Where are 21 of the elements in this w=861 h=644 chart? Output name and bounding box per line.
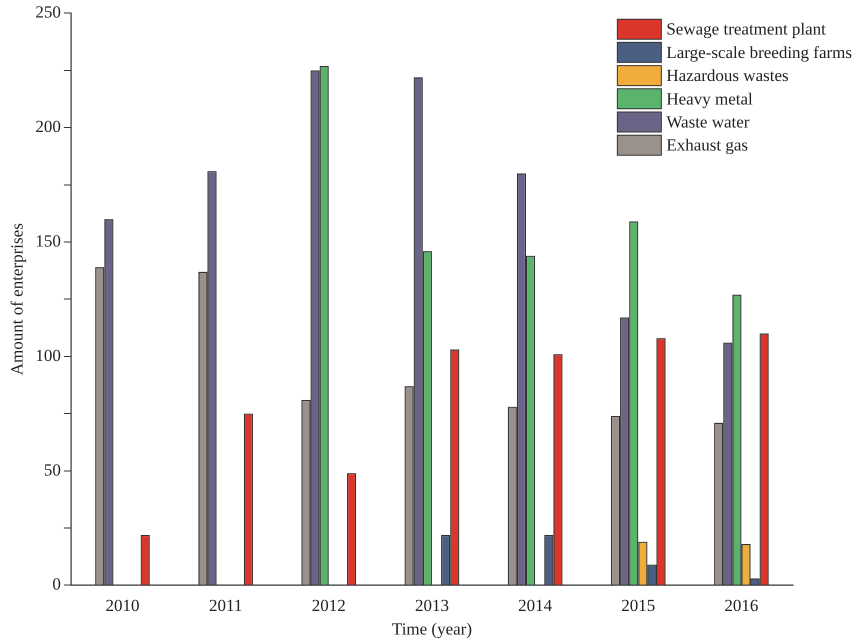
y-axis-title: Amount of enterprises [8, 223, 27, 376]
y-tick-label: 50 [44, 460, 61, 480]
x-tick-label: 2013 [414, 596, 449, 615]
legend-label: Sewage treatment plant [666, 20, 826, 39]
y-tick-label: 100 [35, 346, 61, 365]
legend-label: Hazardous wastes [666, 66, 789, 86]
x-tick-label: 2016 [724, 596, 758, 615]
y-tick-label: 200 [35, 117, 61, 136]
x-tick-label: 2011 [208, 596, 242, 615]
y-tick-label: 0 [52, 574, 61, 594]
legend-label: Heavy metal [666, 89, 754, 108]
legend-label: Waste water [666, 112, 750, 132]
x-tick-label: 2012 [312, 596, 346, 615]
x-tick-label: 2014 [518, 596, 553, 615]
legend-label: Large-scale breeding farms [666, 42, 852, 62]
x-tick-label: 2015 [621, 596, 656, 615]
legend-label: Exhaust gas [666, 136, 748, 155]
x-tick-label: 2010 [105, 596, 140, 615]
y-tick-label: 150 [35, 231, 61, 250]
x-axis-title: Time (year) [392, 619, 472, 638]
y-tick-label: 250 [35, 2, 61, 22]
